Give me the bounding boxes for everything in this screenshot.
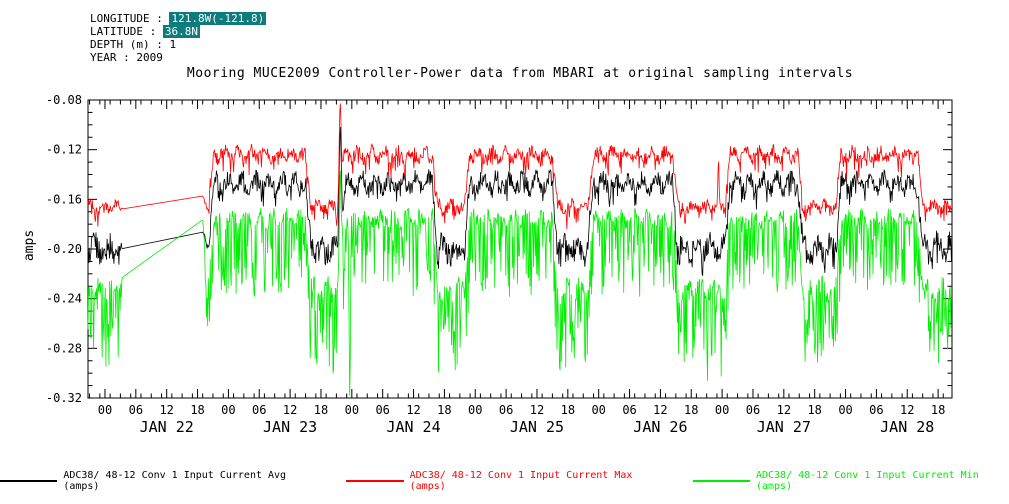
- info-year-label: YEAR :: [90, 51, 137, 64]
- svg-text:06: 06: [622, 403, 636, 417]
- legend-label-min: ADC38/ 48-12 Conv 1 Input Current Min (a…: [755, 470, 979, 492]
- info-latitude-value: 36.8N: [162, 25, 200, 38]
- svg-text:12: 12: [900, 403, 914, 417]
- info-year-value: 2009: [136, 51, 163, 64]
- svg-text:12: 12: [406, 403, 420, 417]
- legend-line-max-swatch: [346, 480, 404, 482]
- day-label: JAN 26: [633, 418, 687, 436]
- svg-text:-0.12: -0.12: [46, 143, 82, 157]
- svg-text:-0.20: -0.20: [46, 242, 82, 256]
- day-label: JAN 24: [386, 418, 440, 436]
- svg-text:-0.24: -0.24: [46, 292, 82, 306]
- info-depth-label: DEPTH (m) :: [90, 38, 170, 51]
- svg-text:-0.08: -0.08: [46, 93, 82, 107]
- svg-text:00: 00: [221, 403, 235, 417]
- svg-text:12: 12: [283, 403, 297, 417]
- info-year: YEAR : 2009: [90, 51, 266, 64]
- svg-text:00: 00: [468, 403, 482, 417]
- svg-text:00: 00: [838, 403, 852, 417]
- svg-text:12: 12: [777, 403, 791, 417]
- legend-label-avg: ADC38/ 48-12 Conv 1 Input Current Avg (a…: [63, 470, 287, 492]
- svg-text:18: 18: [190, 403, 204, 417]
- svg-text:00: 00: [98, 403, 112, 417]
- legend-item-max: ADC38/ 48-12 Conv 1 Input Current Max (a…: [346, 470, 662, 492]
- legend-line-min-swatch: [692, 480, 750, 482]
- series-max-line: [87, 103, 952, 230]
- svg-text:06: 06: [129, 403, 143, 417]
- info-longitude: LONGITUDE : 121.8W(-121.8): [90, 12, 267, 25]
- svg-text:06: 06: [252, 403, 266, 417]
- legend-item-avg: ADC38/ 48-12 Conv 1 Input Current Avg (a…: [0, 470, 316, 492]
- day-label: JAN 23: [263, 418, 317, 436]
- svg-text:-0.16: -0.16: [46, 192, 82, 206]
- svg-text:00: 00: [591, 403, 605, 417]
- svg-text:-0.28: -0.28: [46, 341, 82, 355]
- svg-text:18: 18: [931, 403, 945, 417]
- legend: ADC38/ 48-12 Conv 1 Input Current Avg (a…: [0, 470, 1009, 492]
- svg-text:18: 18: [561, 403, 575, 417]
- svg-text:12: 12: [653, 403, 667, 417]
- svg-text:18: 18: [437, 403, 451, 417]
- info-longitude-label: LONGITUDE :: [90, 12, 170, 25]
- day-label: JAN 22: [140, 418, 194, 436]
- svg-text:06: 06: [499, 403, 513, 417]
- plot-title: Mooring MUCE2009 Controller-Power data f…: [186, 66, 854, 81]
- info-depth-value: 1: [169, 38, 177, 51]
- legend-label-max: ADC38/ 48-12 Conv 1 Input Current Max (a…: [409, 470, 633, 492]
- legend-line-avg-swatch: [0, 480, 58, 482]
- svg-text:18: 18: [807, 403, 821, 417]
- svg-text:18: 18: [314, 403, 328, 417]
- svg-text:12: 12: [530, 403, 544, 417]
- svg-text:06: 06: [375, 403, 389, 417]
- svg-text:06: 06: [869, 403, 883, 417]
- info-depth: DEPTH (m) : 1: [90, 38, 266, 51]
- day-label: JAN 28: [880, 418, 934, 436]
- legend-item-min: ADC38/ 48-12 Conv 1 Input Current Min (a…: [692, 470, 1009, 492]
- info-latitude-label: LATITUDE :: [90, 25, 163, 38]
- info-longitude-value: 121.8W(-121.8): [169, 12, 267, 25]
- axes: 00 06 12 18 00 06 12 18 00 06 12 18 00 06 12 18 00 06 12 18…: [46, 93, 953, 417]
- info-latitude: LATITUDE : 36.8N: [90, 25, 266, 38]
- svg-text:06: 06: [746, 403, 760, 417]
- svg-text:00: 00: [345, 403, 359, 417]
- day-label: JAN 27: [757, 418, 811, 436]
- svg-text:18: 18: [684, 403, 698, 417]
- svg-text:-0.32: -0.32: [46, 391, 82, 405]
- series-avg-line: [87, 127, 952, 276]
- svg-text:12: 12: [159, 403, 173, 417]
- day-label: JAN 25: [510, 418, 564, 436]
- series-min-line: [87, 170, 952, 396]
- y-axis-label: amps: [22, 229, 38, 262]
- station-info-block: LONGITUDE : 121.8W(-121.8) LATITUDE : 36…: [90, 12, 267, 64]
- svg-text:00: 00: [715, 403, 729, 417]
